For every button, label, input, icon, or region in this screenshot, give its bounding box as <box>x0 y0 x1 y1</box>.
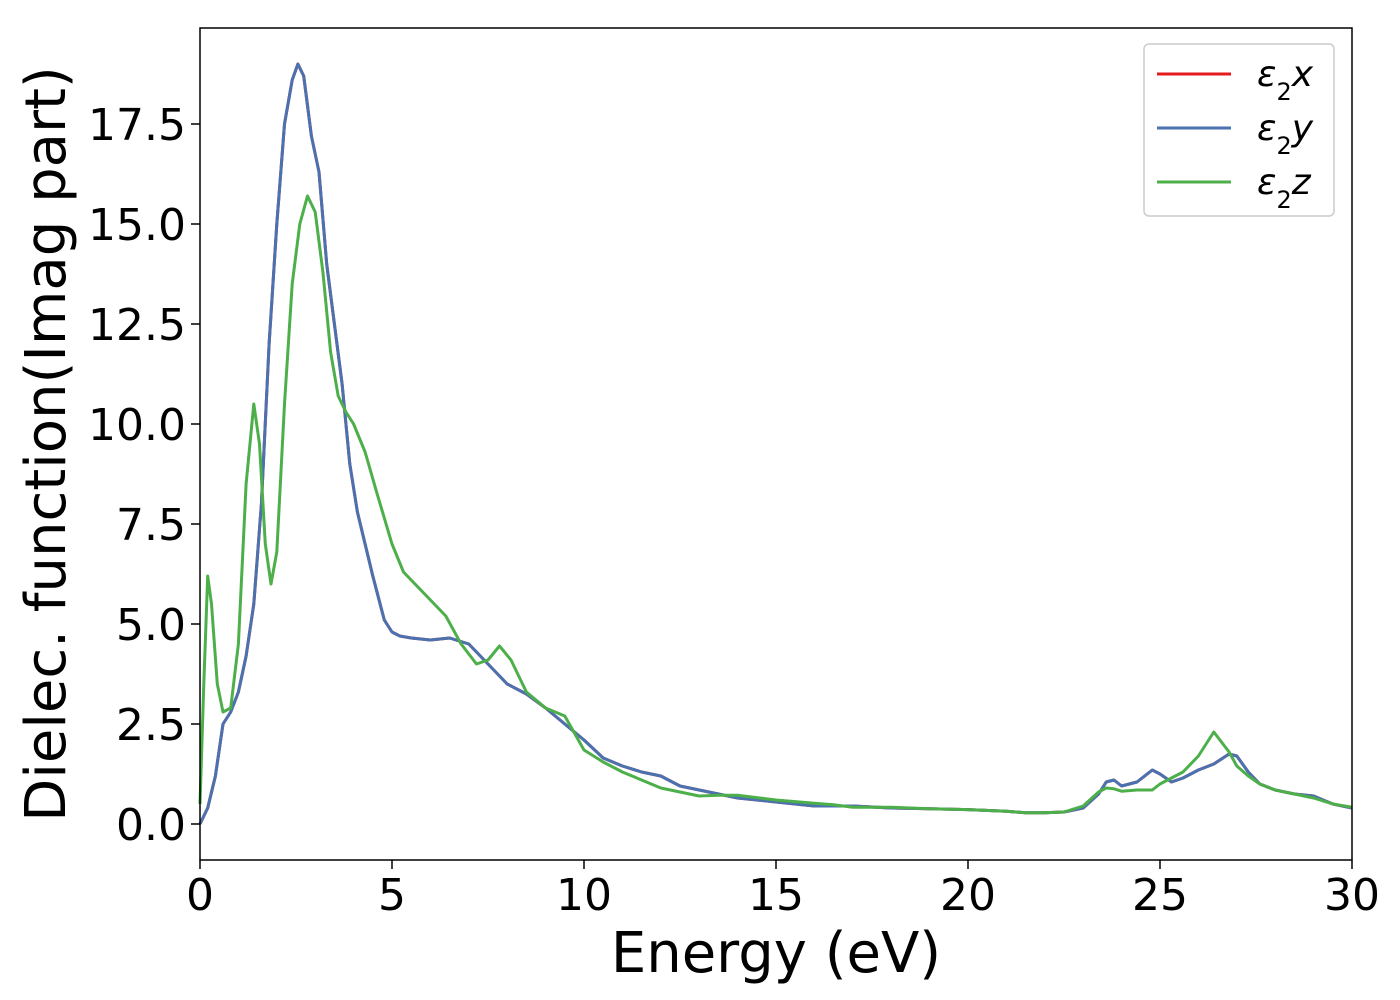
series-line-z <box>198 194 1353 815</box>
legend-label-x: ε2x <box>1257 54 1314 106</box>
y-tick-label: 7.5 <box>116 500 186 551</box>
x-tick-label: 30 <box>1324 870 1380 921</box>
legend-label-z: ε2z <box>1257 162 1312 214</box>
y-tick-label: 5.0 <box>116 600 186 651</box>
y-axis: 0.0 2.5 5.0 7.5 10.0 12.5 15.0 17.5 <box>88 100 200 851</box>
y-tick-label: 2.5 <box>116 700 186 751</box>
x-tick-label: 10 <box>556 870 612 921</box>
legend-box <box>1143 43 1335 217</box>
y-tick-label: 17.5 <box>88 100 186 151</box>
y-tick-label: 10.0 <box>88 400 186 451</box>
legend-label-y: ε2y <box>1257 108 1314 160</box>
x-axis-label: Energy (eV) <box>611 921 941 986</box>
x-tick-label: 5 <box>378 870 406 921</box>
y-axis-label: Dielec. function(Imag part) <box>14 66 79 822</box>
x-tick-label: 15 <box>748 870 804 921</box>
y-tick-label: 12.5 <box>88 300 186 351</box>
x-tick-label: 25 <box>1132 870 1188 921</box>
x-axis: 0 5 10 15 20 25 30 <box>186 860 1380 921</box>
x-tick-label: 20 <box>940 870 996 921</box>
series-layer <box>198 62 1353 825</box>
y-tick-label: 15.0 <box>88 200 186 251</box>
y-tick-label: 0.0 <box>116 800 186 851</box>
series-line-y <box>198 62 1353 825</box>
x-tick-label: 0 <box>186 870 214 921</box>
